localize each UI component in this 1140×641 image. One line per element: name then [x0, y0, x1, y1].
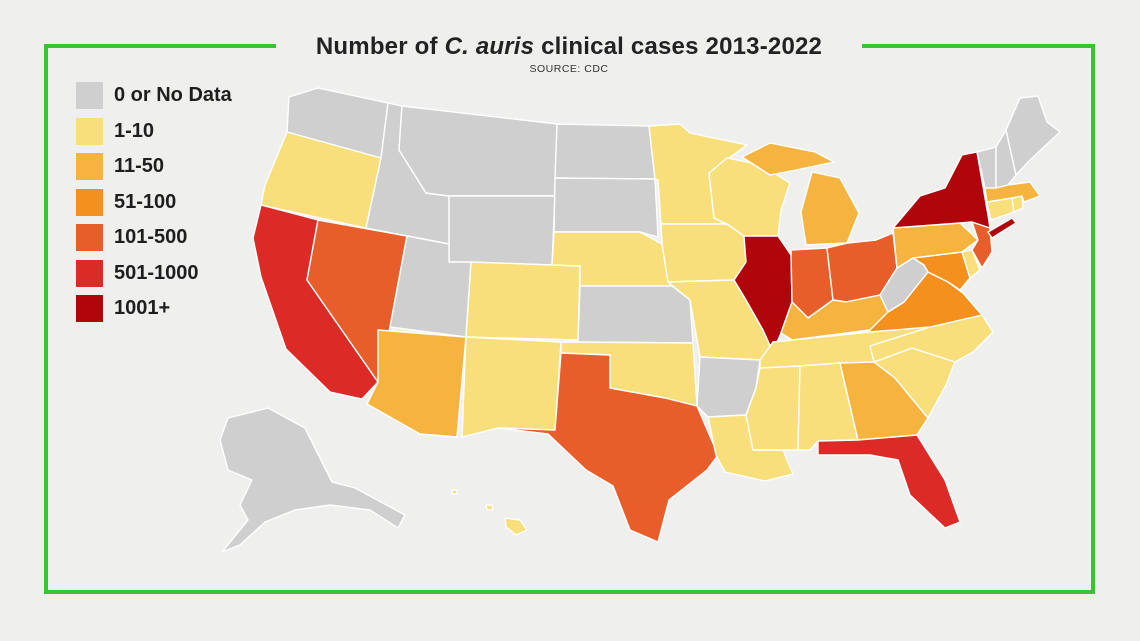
- legend-swatch: [76, 224, 103, 252]
- state-oregon: [260, 131, 382, 229]
- legend: 0 or No Data 1-10 11-50 51-100 101-500 5…: [76, 78, 232, 327]
- state-alaska: [219, 407, 406, 553]
- state-maine: [1005, 95, 1061, 176]
- state-new-york: [892, 151, 991, 229]
- legend-label: 51-100: [114, 190, 177, 213]
- legend-item-1: 1-10: [76, 114, 232, 150]
- legend-item-6: 1001+: [76, 291, 232, 327]
- source-label: SOURCE: CDC: [529, 63, 609, 75]
- chart-title: Number of C. auris clinical cases 2013-2…: [276, 33, 862, 61]
- state-hawaii: [451, 489, 528, 536]
- legend-swatch: [76, 295, 103, 323]
- legend-label: 1001+: [114, 297, 171, 320]
- state-texas: [497, 352, 719, 543]
- legend-item-4: 101-500: [76, 220, 232, 256]
- legend-swatch: [76, 153, 103, 181]
- legend-label: 501-1000: [114, 261, 199, 284]
- legend-item-0: 0 or No Data: [76, 78, 232, 114]
- legend-label: 11-50: [114, 155, 165, 178]
- state-wisconsin: [708, 157, 791, 237]
- state-delaware: [961, 249, 981, 279]
- legend-label: 0 or No Data: [114, 84, 232, 107]
- state-florida: [817, 434, 961, 529]
- legend-item-5: 501-1000: [76, 256, 232, 292]
- legend-item-3: 51-100: [76, 185, 232, 221]
- legend-label: 1-10: [114, 119, 155, 142]
- legend-label: 101-500: [114, 226, 188, 249]
- legend-swatch: [76, 82, 103, 110]
- state-kansas: [577, 285, 694, 344]
- state-new-york-long-island: [987, 217, 1017, 239]
- legend-swatch: [76, 259, 103, 287]
- state-new-hampshire: [995, 129, 1017, 189]
- title-block: Number of C. auris clinical cases 2013-2…: [276, 28, 862, 84]
- legend-swatch: [76, 188, 103, 216]
- title-species: C. auris: [444, 33, 535, 60]
- state-michigan: [741, 142, 835, 176]
- state-south-dakota: [553, 177, 659, 238]
- title-prefix: Number of: [315, 33, 445, 60]
- legend-swatch: [76, 117, 103, 145]
- legend-item-2: 11-50: [76, 149, 232, 185]
- title-suffix: clinical cases 2013-2022: [534, 33, 823, 60]
